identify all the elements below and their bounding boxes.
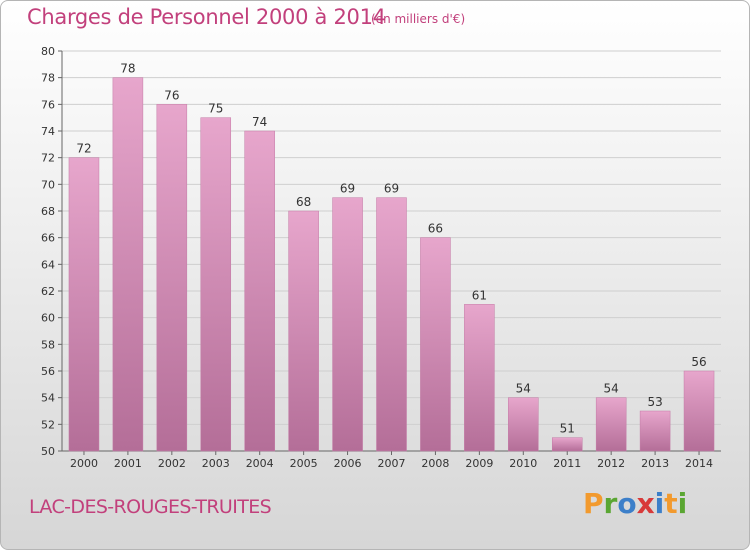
y-tick-label: 50 — [41, 445, 55, 458]
x-tick-label-2013: 2013 — [641, 457, 669, 470]
x-tick-label-2012: 2012 — [597, 457, 625, 470]
x-tick-label-2009: 2009 — [465, 457, 493, 470]
x-tick-label-2011: 2011 — [553, 457, 581, 470]
bar-2009 — [464, 304, 495, 452]
bar-2004 — [244, 130, 275, 452]
data-label-2002: 76 — [164, 88, 179, 102]
logo-letter: P — [583, 487, 604, 520]
data-label-2003: 75 — [208, 102, 223, 116]
logo-letter: r — [603, 487, 618, 520]
logo-letter: t — [664, 487, 678, 520]
x-tick-label-2004: 2004 — [246, 457, 274, 470]
logo-letter: o — [617, 487, 637, 520]
data-label-2012: 54 — [604, 382, 619, 396]
bar-2012 — [595, 397, 627, 452]
commune-name: LAC-DES-ROUGES-TRUITES — [29, 496, 272, 518]
x-tick-label-2010: 2010 — [509, 457, 537, 470]
logo-letter: i — [677, 487, 688, 520]
bar-2011 — [551, 437, 583, 452]
x-tick-label-2005: 2005 — [290, 457, 318, 470]
data-label-2010: 54 — [516, 382, 531, 396]
y-tick-label: 76 — [41, 98, 55, 111]
data-label-2014: 56 — [691, 355, 706, 369]
x-tick-label-2014: 2014 — [685, 457, 713, 470]
data-label-2000: 72 — [76, 142, 91, 156]
bar-2001 — [112, 77, 144, 452]
chart-title: Charges de Personnel 2000 à 2014 — [27, 5, 386, 29]
y-tick-label: 68 — [41, 205, 55, 218]
x-tick-label-2000: 2000 — [70, 457, 98, 470]
y-tick-label: 54 — [41, 392, 55, 405]
data-labels: 72 78 76 75 74 68 69 69 66 61 54 51 54 53 56 — [76, 62, 706, 436]
x-tick-label-2007: 2007 — [378, 457, 406, 470]
y-tick-label: 56 — [41, 365, 55, 378]
bar-2013 — [639, 410, 671, 452]
bar-2000 — [68, 157, 100, 452]
bar-2008 — [420, 237, 451, 452]
data-label-2007: 69 — [384, 182, 399, 196]
proxiti-logo[interactable]: Proxiti — [583, 487, 687, 520]
y-tick-label: 58 — [41, 338, 55, 351]
y-tick-label: 78 — [41, 72, 55, 85]
data-label-2005: 68 — [296, 195, 311, 209]
bar-2010 — [508, 397, 539, 452]
y-tick-label: 64 — [41, 258, 55, 271]
data-label-2008: 66 — [428, 222, 443, 236]
y-tick-label: 66 — [41, 232, 55, 245]
bar-2006 — [332, 197, 363, 452]
y-tick-label: 74 — [41, 125, 55, 138]
x-tick-label-2006: 2006 — [334, 457, 362, 470]
x-tick-label-2008: 2008 — [421, 457, 449, 470]
y-tick-label: 80 — [41, 45, 55, 58]
bar-2003 — [200, 117, 232, 452]
y-tick-label: 60 — [41, 312, 55, 325]
data-label-2013: 53 — [647, 395, 662, 409]
y-tick-label: 72 — [41, 152, 55, 165]
data-label-2001: 78 — [120, 62, 135, 76]
bars — [68, 77, 715, 452]
x-tick-label-2002: 2002 — [158, 457, 186, 470]
logo-letter: x — [636, 487, 655, 520]
bar-2005 — [288, 210, 319, 452]
bar-2007 — [376, 197, 407, 452]
x-tick-label-2003: 2003 — [202, 457, 230, 470]
data-label-2006: 69 — [340, 182, 355, 196]
y-tick-label: 70 — [41, 178, 55, 191]
y-tick-label: 52 — [41, 418, 55, 431]
data-label-2011: 51 — [560, 422, 575, 436]
y-tick-label: 62 — [41, 285, 55, 298]
logo-letter: i — [654, 487, 665, 520]
bar-2014 — [683, 370, 715, 452]
data-label-2009: 61 — [472, 288, 487, 302]
bar-2002 — [156, 104, 188, 452]
x-tick-label-2001: 2001 — [114, 457, 142, 470]
chart-subtitle: (en milliers d'€) — [371, 12, 466, 26]
data-label-2004: 74 — [252, 115, 267, 129]
